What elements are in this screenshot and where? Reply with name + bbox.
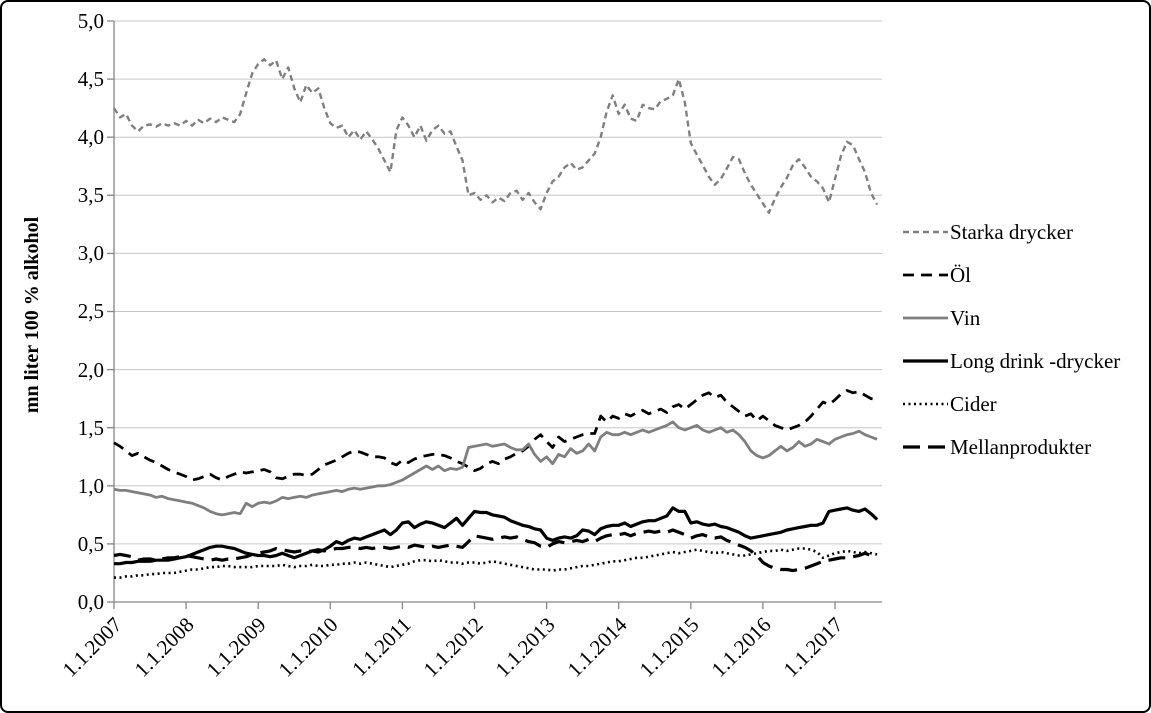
x-tick-label: 1.1.2007 — [58, 613, 127, 682]
series-line-cider — [114, 547, 878, 579]
legend-label-starka-drycker: Starka drycker — [950, 220, 1073, 244]
y-tick-label: 2,5 — [78, 299, 104, 323]
x-tick-label: 1.1.2017 — [779, 613, 848, 682]
series-lines — [112, 58, 879, 579]
x-tick-label: 1.1.2008 — [130, 613, 199, 682]
x-tick-label: 1.1.2011 — [347, 613, 415, 681]
x-tick-label: 1.1.2015 — [635, 613, 704, 682]
gridlines — [114, 20, 882, 545]
legend-label-mellanprodukter: Mellanprodukter — [950, 435, 1091, 459]
y-tick-label: 5,0 — [78, 9, 104, 33]
y-tick-label: 1,5 — [78, 416, 104, 440]
x-tick-label: 1.1.2012 — [419, 613, 488, 682]
x-tick-label: 1.1.2013 — [491, 613, 560, 682]
legend: Starka drycker Öl Vin Long drink -drycke… — [903, 220, 1120, 459]
legend-label-vin: Vin — [950, 306, 981, 330]
series-line-vin — [113, 420, 878, 517]
legend-label-ol: Öl — [950, 263, 971, 287]
y-tick-label: 1,0 — [78, 474, 104, 498]
y-tick-label: 3,0 — [78, 241, 104, 265]
legend-label-cider: Cider — [950, 392, 997, 416]
x-tick-label: 1.1.2010 — [274, 613, 343, 682]
y-tick-label: 2,0 — [78, 358, 104, 382]
series-line-mellanprodukter — [113, 528, 878, 573]
y-tick-labels: 5,0 4,5 4,0 3,5 3,0 2,5 2,0 1,5 1,0 0,5 … — [78, 9, 104, 614]
axis-ticks — [107, 20, 882, 609]
series-line-l — [113, 389, 878, 482]
y-tick-label: 4,5 — [78, 67, 104, 91]
y-tick-label: 0,0 — [78, 590, 104, 614]
y-axis-title: mn liter 100 % alkohol — [21, 216, 43, 413]
y-tick-label: 3,5 — [78, 183, 104, 207]
series-line-starka-drycker — [112, 58, 879, 214]
series-line-long-drink-drycker — [114, 506, 879, 566]
y-tick-label: 4,0 — [78, 125, 104, 149]
y-tick-label: 0,5 — [78, 532, 104, 556]
x-tick-label: 1.1.2009 — [202, 613, 271, 682]
legend-label-long-drink: Long drink -drycker — [950, 349, 1120, 373]
x-tick-label: 1.1.2016 — [707, 613, 776, 682]
x-tick-label: 1.1.2014 — [563, 612, 632, 681]
x-tick-labels: 1.1.2007 1.1.2008 1.1.2009 1.1.2010 1.1.… — [58, 612, 848, 681]
